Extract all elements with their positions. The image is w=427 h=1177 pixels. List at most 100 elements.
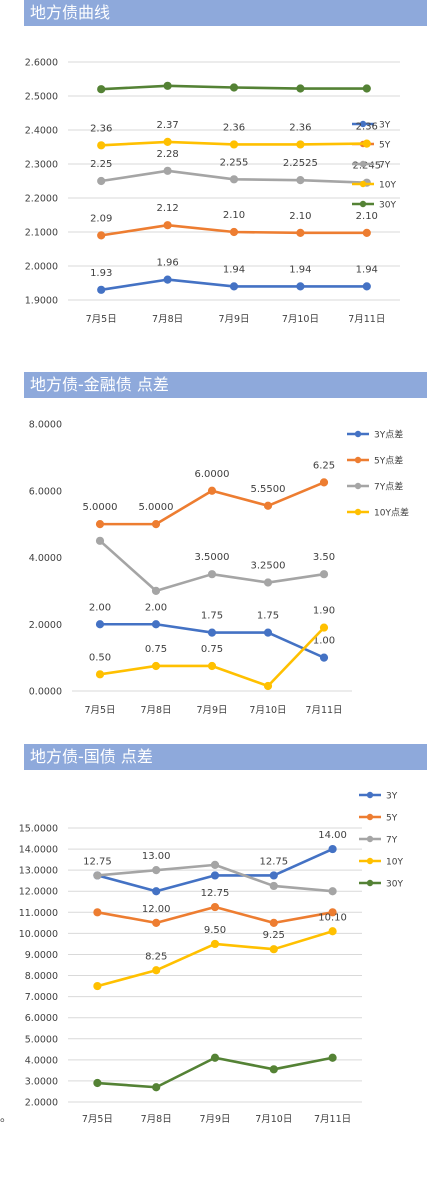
x-tick-label: 7月8日	[152, 314, 183, 325]
x-tick-label: 7月9日	[196, 705, 227, 716]
data-label: 10.10	[318, 912, 347, 923]
data-point	[269, 945, 278, 954]
data-point	[296, 282, 305, 291]
data-label: 12.75	[201, 888, 230, 899]
treasury-spread-chart: 2.0000 3.0000 4.0000 5.0000 6.0000 7.0000 8.00…	[19, 792, 404, 1126]
data-point	[328, 927, 337, 936]
series-line	[97, 1056, 333, 1089]
data-point	[269, 881, 278, 891]
legend-marker	[366, 813, 374, 821]
data-point	[163, 137, 172, 147]
legend-label: 5Y	[386, 814, 398, 824]
legend-label: 10Y点差	[374, 507, 409, 519]
data-label: 1.75	[201, 611, 223, 622]
y-tick-label: 9.0000	[25, 950, 58, 961]
y-tick-label: 10.0000	[19, 929, 58, 940]
y-tick-label: 2.1000	[25, 228, 58, 239]
data-point	[296, 140, 305, 149]
data-point	[163, 166, 172, 175]
legend-marker	[366, 857, 374, 865]
series-line	[99, 539, 325, 593]
y-tick-label: 2.0000	[29, 620, 62, 631]
data-point	[93, 871, 102, 880]
data-label: 2.37	[156, 120, 178, 131]
data-point	[229, 282, 239, 291]
x-tick-label: 7月5日	[84, 705, 115, 716]
data-point	[263, 501, 273, 510]
legend-label: 30Y	[379, 201, 396, 211]
data-label: 5.0000	[139, 502, 174, 513]
y-tick-label: 6.0000	[29, 486, 62, 497]
data-point	[151, 661, 161, 671]
data-label: 2.00	[145, 602, 167, 613]
chart-title-2: 地方债-金融债 点差	[24, 372, 427, 398]
footnote: 。	[0, 1110, 13, 1124]
data-point	[152, 918, 161, 927]
data-point	[296, 228, 305, 237]
data-point	[328, 844, 337, 854]
data-point	[95, 536, 105, 545]
legend-label: 3Y	[379, 121, 391, 131]
data-label: 2.09	[90, 213, 112, 224]
data-point	[263, 628, 273, 637]
data-point	[319, 653, 329, 662]
data-label: 1.94	[356, 264, 378, 275]
data-point	[229, 175, 239, 184]
data-point	[319, 570, 329, 579]
data-label: 2.255	[220, 157, 249, 168]
y-tick-label: 1.9000	[25, 296, 58, 307]
data-label: 2.10	[356, 211, 378, 222]
data-label: 2.10	[223, 210, 245, 221]
data-point	[210, 1053, 220, 1062]
data-label: 5.0000	[83, 502, 118, 513]
data-point	[210, 860, 220, 869]
legend-label: 5Y	[379, 141, 391, 151]
data-label: 2.28	[156, 149, 178, 160]
legend-marker	[359, 180, 367, 188]
data-point	[163, 275, 172, 284]
legend-marker	[359, 160, 367, 168]
data-point	[210, 902, 220, 912]
legend-label: 10Y	[386, 858, 403, 868]
legend-label: 3Y	[386, 792, 398, 802]
data-point	[97, 141, 106, 150]
data-point	[207, 628, 217, 637]
y-tick-label: 12.0000	[19, 887, 58, 898]
data-label: 6.25	[313, 460, 335, 471]
data-label: 12.00	[142, 904, 171, 915]
data-label: 3.2500	[251, 561, 286, 572]
data-label: 0.75	[201, 644, 223, 655]
data-point	[362, 228, 371, 237]
y-tick-label: 8.0000	[29, 420, 62, 431]
data-point	[163, 81, 172, 90]
data-label: 1.75	[257, 611, 279, 622]
chart-title-3: 地方债-国债 点差	[24, 744, 427, 770]
x-tick-label: 7月10日	[255, 1114, 292, 1125]
data-point	[362, 139, 371, 148]
data-point	[152, 866, 161, 875]
data-point	[95, 520, 105, 529]
legend-marker	[354, 430, 362, 438]
data-point	[93, 1078, 102, 1088]
x-tick-label: 7月11日	[314, 1114, 351, 1125]
legend-label: 30Y	[386, 880, 403, 890]
data-point	[263, 578, 273, 587]
data-point	[151, 586, 161, 595]
y-tick-label: 8.0000	[25, 971, 58, 982]
data-point	[151, 620, 161, 629]
legend-marker	[359, 120, 367, 128]
data-point	[207, 486, 217, 495]
legend-label: 7Y	[386, 836, 398, 846]
data-label: 2.36	[90, 123, 112, 134]
data-label: 1.00	[313, 636, 335, 647]
data-label: 5.5500	[251, 484, 286, 495]
x-tick-label: 7月8日	[140, 705, 171, 716]
x-tick-label: 7月9日	[218, 314, 249, 325]
y-tick-label: 2.0000	[25, 262, 58, 273]
data-label: 2.36	[289, 122, 311, 133]
y-tick-label: 6.0000	[25, 1013, 58, 1024]
data-label: 12.75	[259, 856, 288, 867]
x-tick-label: 7月11日	[348, 314, 385, 325]
y-tick-label: 3.0000	[25, 1076, 58, 1087]
legend-label: 10Y	[379, 181, 396, 191]
